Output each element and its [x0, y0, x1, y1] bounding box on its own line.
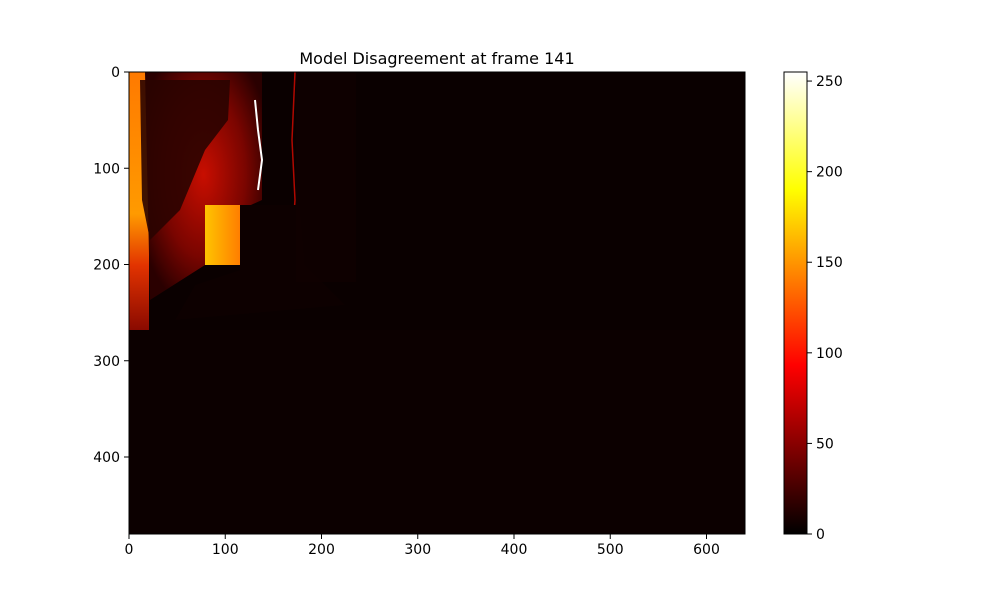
- dark-curtain: [296, 72, 356, 282]
- person-silhouette: [175, 205, 345, 320]
- y-tick-label: 300: [93, 354, 120, 370]
- x-tick-label: 300: [404, 542, 431, 558]
- white-edge: [254, 99, 264, 191]
- colorbar-axis: 0 50 100 150 200 250: [807, 74, 843, 543]
- x-axis: 0 100 200 300 400 500 600: [125, 534, 720, 558]
- colorbar-tick-label: 250: [816, 74, 843, 90]
- heatmap-image: [129, 72, 745, 534]
- colorbar: 0 50 100 150 200 250: [783, 71, 843, 543]
- colorbar-tick-label: 200: [816, 165, 843, 181]
- y-axis: 0 100 200 300 400: [93, 65, 129, 466]
- chart-title: Model Disagreement at frame 141: [299, 49, 574, 68]
- y-tick-label: 200: [93, 258, 120, 274]
- colorbar-tick-label: 100: [816, 346, 843, 362]
- colorbar-tick-label: 50: [816, 436, 834, 452]
- x-tick-label: 200: [308, 542, 335, 558]
- dark-blob: [140, 80, 230, 240]
- x-tick-label: 600: [693, 542, 720, 558]
- x-tick-label: 0: [125, 542, 134, 558]
- y-tick-label: 400: [93, 450, 120, 466]
- colorbar-tick-label: 0: [816, 527, 825, 543]
- x-tick-label: 400: [501, 542, 528, 558]
- x-tick-label: 100: [212, 542, 239, 558]
- y-tick-label: 0: [111, 65, 120, 81]
- y-tick-label: 100: [93, 161, 120, 177]
- colorbar-tick-label: 150: [816, 255, 843, 271]
- x-tick-label: 500: [597, 542, 624, 558]
- colorbar-gradient: [783, 71, 808, 535]
- plot-frame: [128, 71, 746, 535]
- dark-foreground: [129, 330, 745, 534]
